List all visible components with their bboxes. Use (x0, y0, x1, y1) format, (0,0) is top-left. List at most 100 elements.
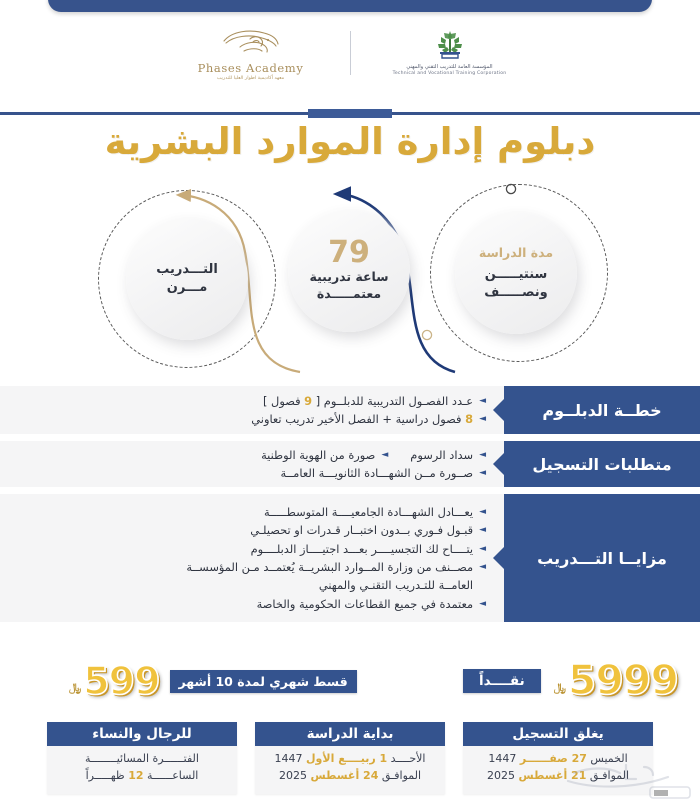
bullet-post: فصول ] (262, 393, 305, 408)
bullet-text: معتمدة في جميع القطاعات الحكومية والخاصة (256, 596, 474, 611)
bullet-item: ◄ عـدد الفصـول التدريبية للدبلــوم [ 9 ف… (12, 392, 486, 410)
bullet-pair: ◄ سداد الرسوم ◄ صورة من الهوية الوطنية (12, 446, 486, 464)
bullet-dot-icon: ◄ (479, 506, 486, 517)
row-diploma-plan: خطــة الدبلــوم ◄ عـدد الفصـول التدريبية… (0, 386, 700, 434)
bullet-text: صورة من الهوية الوطنية (261, 447, 376, 462)
training-flexible-line1: التـــدريب (156, 262, 218, 278)
study-start-card: بداية الدراسة الأحــــد 1 ربيــــع الأول… (255, 722, 445, 794)
divider-line-right (392, 112, 700, 115)
registration-close-body: الخميس 27 صفــــــر 1447 الموافـق 21 أغس… (463, 746, 653, 790)
cash-price-tag: نقــــداً (463, 668, 541, 693)
card-line-pre: الفتــــــرة المسائيــــــــة (85, 752, 199, 765)
phases-academy-caption-ar: معهد أكاديمية اطوار العليا للتدريب (216, 75, 285, 81)
bullet-dot-icon: ◄ (479, 598, 486, 609)
divider-line-left (0, 112, 308, 115)
tvtc-tree-icon (433, 28, 467, 62)
row-body-registration-requirements: ◄ سداد الرسوم ◄ صورة من الهوية الوطنية ◄… (0, 441, 504, 487)
bullet-post: فصول دراسية + الفصل الأخير تدريب تعاوني (251, 412, 466, 426)
logo-row: المؤسسة العامة للتدريب التقني والمهني Te… (0, 22, 700, 84)
bullet-item: ◄ يتــــاح لك التجسيــــر بعـــد اجتيـــ… (12, 540, 486, 558)
card-line: الساعــــــة 12 ظهـــــراً (57, 767, 227, 784)
divider-block (307, 109, 393, 118)
training-hours-line1: ساعة تدريبية (309, 268, 389, 284)
study-duration-line2: ونصـــــف (484, 284, 548, 300)
installment-price-currency: ﷼ (69, 681, 82, 694)
bullet-dot-icon: ◄ (479, 414, 486, 424)
bullet-item: ◄ يعـــادل الشهـــادة الجامعيــــة المتو… (12, 503, 486, 521)
study-duration-line1: سنتيـــــن (484, 267, 548, 283)
details-section: خطــة الدبلــوم ◄ عـدد الفصـول التدريبية… (0, 386, 700, 629)
highlight-circle-study-duration: مدة الدراسة سنتيـــــن ونصـــــف (455, 212, 577, 334)
tvtc-caption-en: Technical and Vocational Training Corpor… (392, 71, 507, 77)
card-line-post: 2025 (278, 769, 311, 783)
training-hours-number: 79 (328, 235, 370, 271)
price-section: 5999 ﷼ نقــــداً قسط شهري لمدة 10 أشهر 5… (0, 656, 700, 712)
highlight-circle-training-flexible: التـــدريب مـــرن (126, 218, 248, 340)
audience-card: للرجال والنساء الفتــــــرة المسائيـــــ… (47, 722, 237, 794)
bullet-pre: عـدد الفصـول التدريبية للدبلــوم [ (312, 393, 474, 408)
card-line: الخميس 27 صفــــــر 1447 (473, 750, 643, 767)
schedule-cards: يغلق التسجيل الخميس 27 صفــــــر 1447 ال… (0, 722, 700, 794)
tvtc-logo: المؤسسة العامة للتدريب التقني والمهني Te… (365, 28, 535, 79)
bullet-item: ◄ مصــنف من وزارة المــوارد البشريــة يُ… (186, 558, 486, 595)
registration-close-card: يغلق التسجيل الخميس 27 صفــــــر 1447 ال… (463, 722, 653, 794)
row-label-training-advantages: مزايــا التـــدريب (504, 494, 700, 622)
tvtc-caption-ar: المؤسسة العامة للتدريب التقني والمهني (406, 63, 493, 70)
bullet-text: قبـول فـوري بــدون اختبــار قـدرات او تح… (250, 523, 474, 538)
bullet-text: يتــــاح لك التجسيــــر بعـــد اجتيــــا… (250, 541, 474, 556)
card-line-gold: 12 (128, 769, 144, 783)
row-training-advantages: مزايــا التـــدريب ◄ يعـــادل الشهـــادة… (0, 494, 700, 622)
title-divider (0, 109, 700, 118)
card-line-pre: الأحــــد (387, 752, 426, 765)
card-line-gold: 27 صفــــــر (519, 752, 587, 765)
cash-price-currency: ﷼ (553, 680, 566, 694)
row-registration-requirements: متطلبات التسجيل ◄ سداد الرسوم ◄ صورة من … (0, 441, 700, 487)
bullet-dot-icon: ◄ (479, 395, 486, 406)
phases-academy-name: Phases Academy (197, 60, 304, 75)
bullet-item: ◄ سداد الرسوم (410, 446, 486, 464)
study-start-title: بداية الدراسة (255, 722, 445, 746)
phases-academy-logo: Phases Academy معهد أكاديمية اطوار العلي… (166, 26, 336, 81)
bullet-gold: 8 (465, 412, 474, 426)
registration-close-title: يغلق التسجيل (463, 722, 653, 746)
tvtc-caption: المؤسسة العامة للتدريب التقني والمهني Te… (393, 64, 507, 79)
bullet-item: ◄ قبـول فـوري بــدون اختبــار قـدرات او … (12, 521, 486, 539)
card-line: الموافـق 21 أغسطس 2025 (473, 767, 643, 784)
card-line: الفتــــــرة المسائيــــــــة (57, 750, 227, 767)
installment-price-tag: قسط شهري لمدة 10 أشهر (169, 669, 357, 693)
cash-price-group: 5999 ﷼ نقــــداً (453, 656, 680, 704)
row-label-diploma-plan: خطــة الدبلــوم (504, 386, 700, 434)
highlights-section: التـــدريب مـــرن 79 ساعة تدريبية معتمــ… (0, 182, 700, 377)
phases-falcon-icon (220, 26, 282, 60)
card-line-post: 1447 (488, 752, 520, 765)
bullet-item: ◄ صــورة مــن الشهـــادة الثانويـــة الع… (12, 464, 487, 482)
row-body-diploma-plan: ◄ عـدد الفصـول التدريبية للدبلــوم [ 9 ف… (0, 386, 504, 434)
bullet-text: صــورة مــن الشهـــادة الثانويـــة العام… (280, 466, 474, 480)
card-line: الموافـق 24 أغسطس 2025 (265, 767, 435, 784)
bullet-item: ◄ صورة من الهوية الوطنية (261, 446, 388, 464)
row-body-training-advantages: ◄ يعـــادل الشهـــادة الجامعيــــة المتو… (0, 494, 504, 622)
bullet-dot-icon: ◄ (479, 449, 486, 460)
bullet-dot-icon: ◄ (479, 543, 486, 554)
card-line-post: 2025 (486, 769, 519, 783)
bullet-text: سداد الرسوم (410, 447, 474, 462)
row-label-registration-requirements: متطلبات التسجيل (504, 441, 700, 487)
bullet-item: ◄ معتمدة في جميع القطاعات الحكومية والخا… (12, 595, 486, 613)
installment-price-group: قسط شهري لمدة 10 أشهر 599 ﷼ (66, 659, 367, 703)
card-line-post: ظهـــــراً (85, 769, 129, 783)
audience-body: الفتــــــرة المسائيــــــــة الساعـــــ… (47, 746, 237, 790)
card-line-pre: الموافـق (586, 769, 630, 783)
card-line-gold: 21 أغسطس (518, 769, 587, 783)
bullet-dot-icon: ◄ (479, 525, 486, 536)
bullet-dot-icon: ◄ (479, 468, 486, 478)
study-start-body: الأحــــد 1 ربيــــع الأول 1447 الموافـق… (255, 746, 445, 790)
top-accent-bar (48, 0, 652, 12)
card-line-gold: 24 أغسطس (310, 769, 379, 783)
audience-title: للرجال والنساء (47, 722, 237, 746)
card-line-pre: الخميس (586, 752, 628, 765)
card-line-gold: 1 ربيــــع الأول (306, 752, 388, 765)
cash-price-amount: 5999 (567, 656, 680, 704)
installment-price-amount: 599 (82, 659, 161, 703)
bullet-gold: 9 (304, 393, 313, 408)
